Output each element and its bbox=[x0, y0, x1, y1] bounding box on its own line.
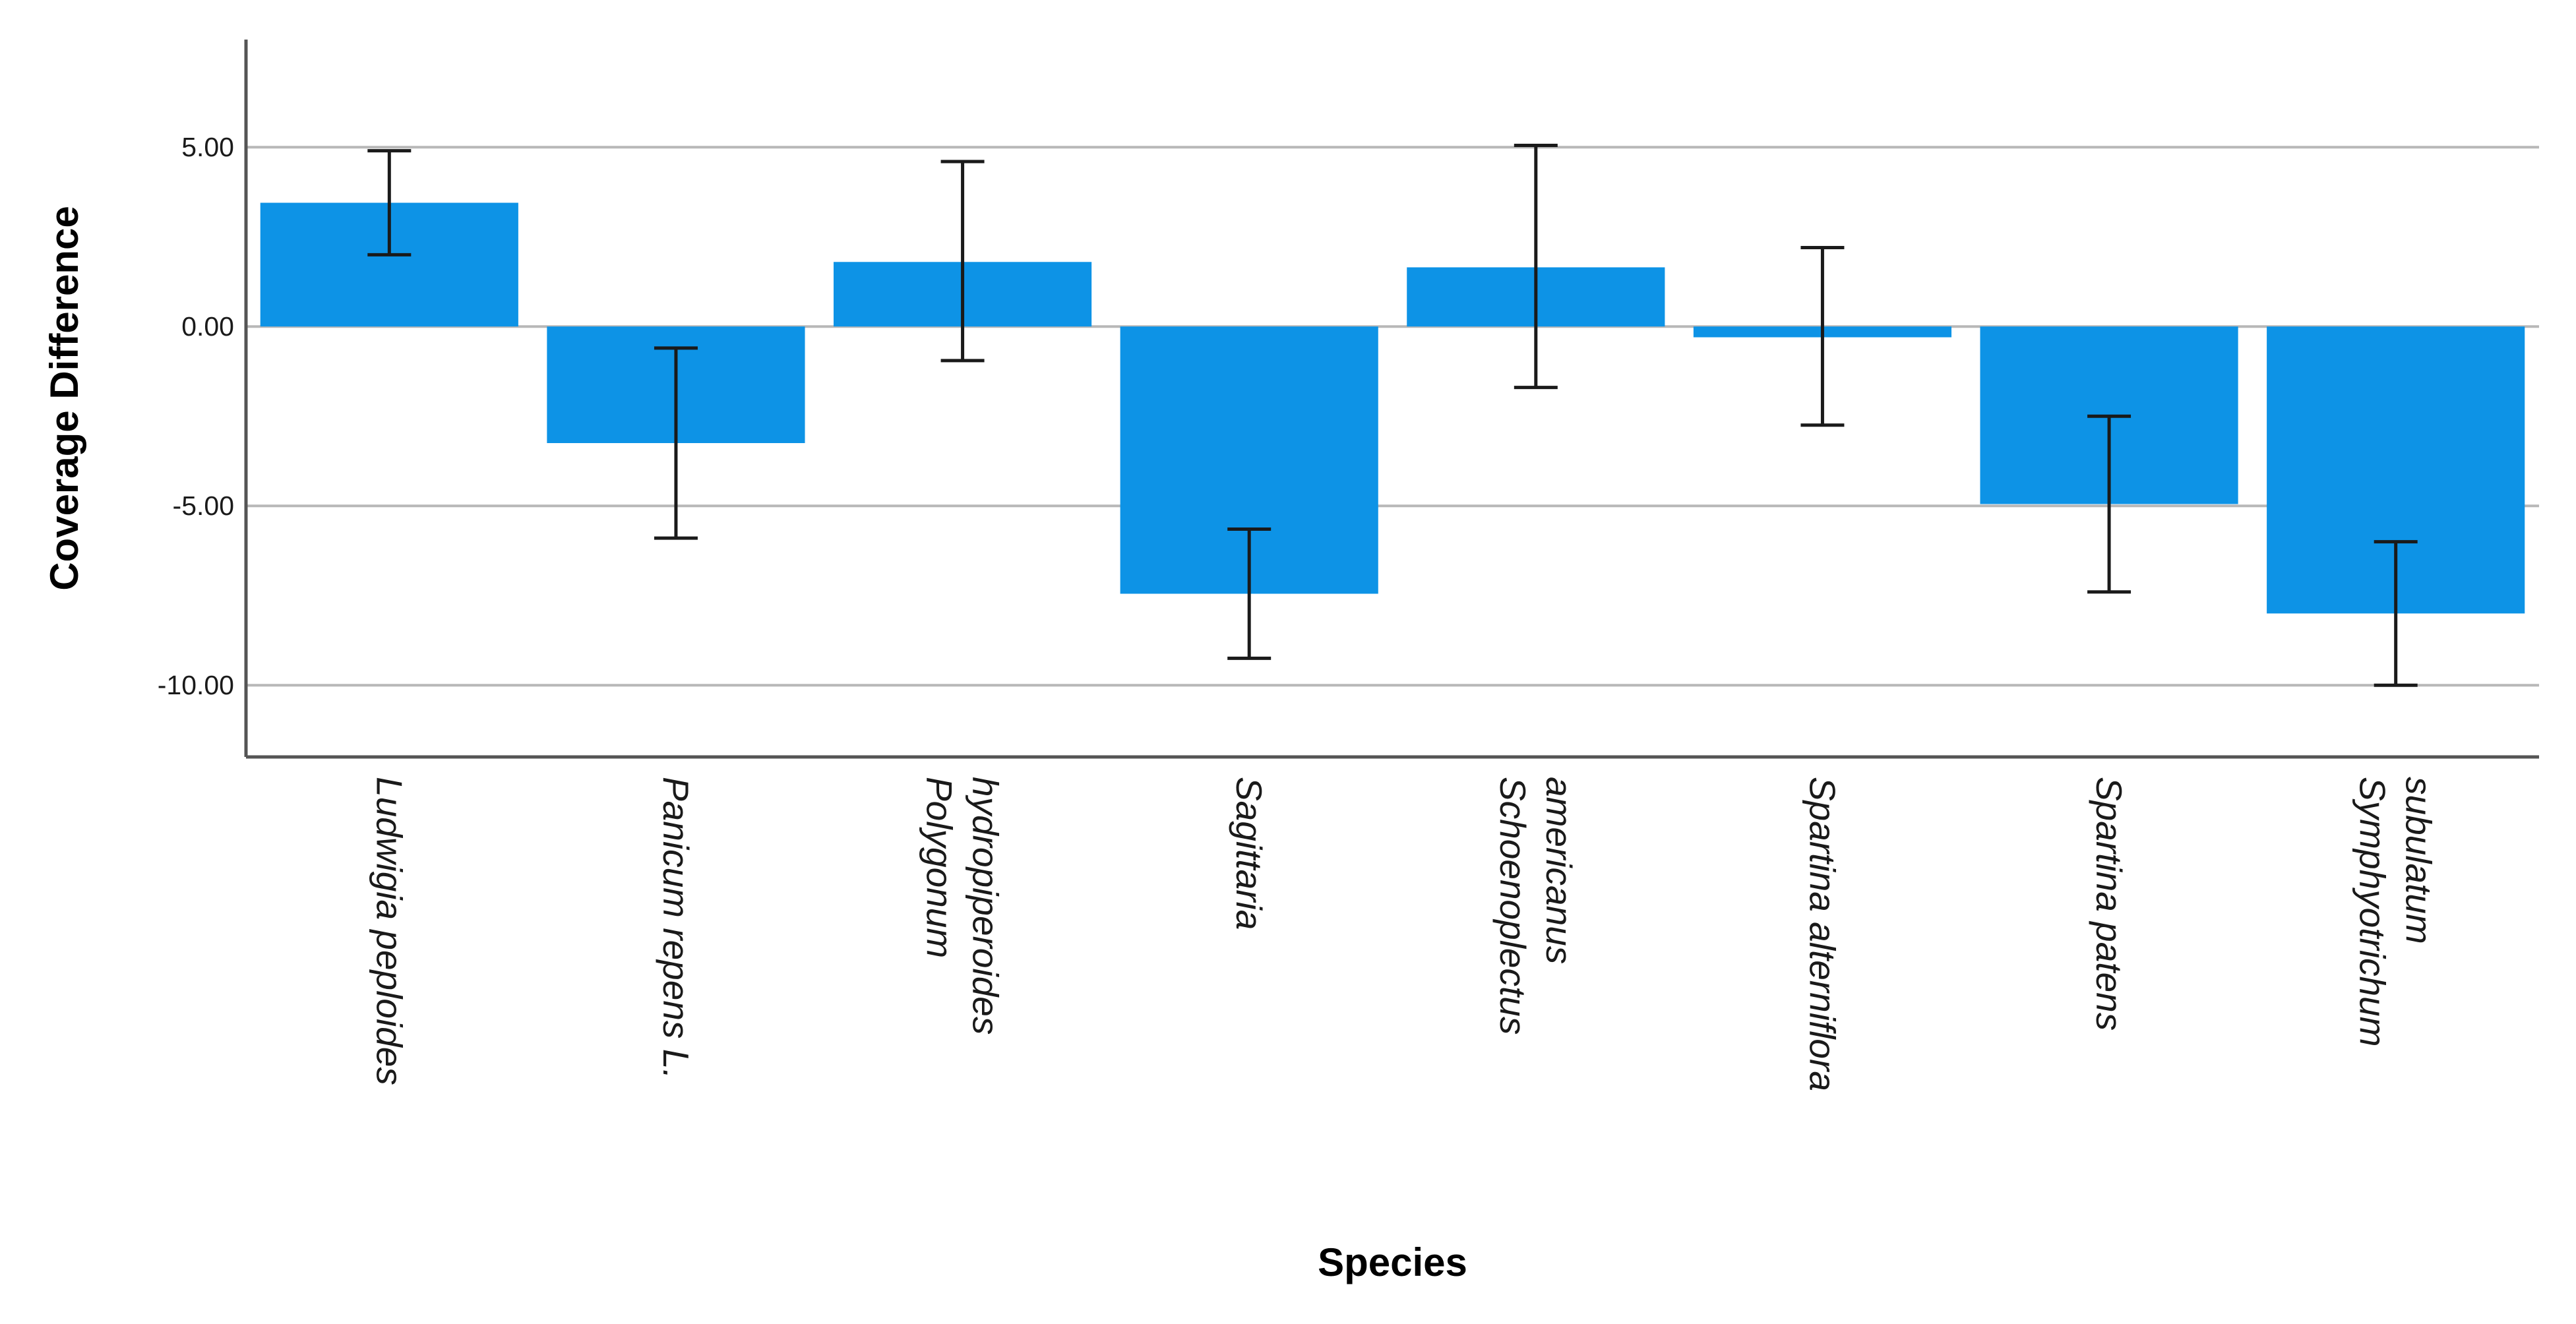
y-tick-label: 5.00 bbox=[181, 132, 234, 162]
x-tick-label-line: Polygonum bbox=[919, 777, 960, 958]
x-tick-label: Spartina alterniflora bbox=[1802, 777, 1843, 1091]
y-tick-label: 0.00 bbox=[181, 311, 234, 342]
x-tick-label-line: hydropiperoides bbox=[966, 777, 1006, 1035]
category-labels: Ludwigia peploides Panicum repens L. Polyg… bbox=[369, 777, 2439, 1091]
y-tick-label: -10.00 bbox=[158, 670, 234, 700]
error-bar bbox=[1514, 143, 1558, 390]
bars bbox=[260, 202, 2525, 614]
error-bar bbox=[2087, 414, 2131, 594]
x-tick-label: Sagittaria bbox=[1229, 777, 1270, 930]
x-tick-label-line: Spartina alterniflora bbox=[1802, 777, 1843, 1091]
error-bar bbox=[940, 160, 985, 363]
error-bar bbox=[1800, 246, 1845, 427]
x-tick-label-line: americanus bbox=[1539, 777, 1579, 964]
x-axis-title: Species bbox=[1318, 1240, 1467, 1284]
x-tick-label-line: Symphyotrichum bbox=[2352, 777, 2393, 1047]
axes bbox=[244, 40, 2539, 759]
x-tick-label-line: Panicum repens L. bbox=[656, 777, 696, 1079]
x-tick-label: Ludwigia peploides bbox=[369, 777, 410, 1085]
error-bar bbox=[367, 149, 412, 256]
x-tick-label: Panicum repens L. bbox=[656, 777, 696, 1079]
y-tick-labels: 5.00 0.00 -5.00 -10.00 bbox=[158, 132, 234, 700]
x-tick-label: Symphyotrichum subulatum bbox=[2352, 777, 2439, 1047]
y-tick-label: -5.00 bbox=[173, 491, 234, 521]
x-tick-label-line: Schoenoplectus bbox=[1492, 777, 1533, 1035]
x-tick-label-line: subulatum bbox=[2399, 777, 2439, 944]
error-bars bbox=[367, 143, 2418, 687]
x-tick-label-line: Sagittaria bbox=[1229, 777, 1270, 930]
x-tick-label: Spartina patens bbox=[2089, 777, 2130, 1031]
x-tick-label-line: Ludwigia peploides bbox=[369, 777, 410, 1085]
x-tick-label: Polygonum hydropiperoides bbox=[919, 777, 1006, 1035]
error-bar bbox=[2374, 540, 2418, 687]
x-tick-label: Schoenoplectus americanus bbox=[1492, 777, 1579, 1035]
error-bar bbox=[654, 346, 698, 540]
y-axis-title: Coverage Difference bbox=[42, 206, 86, 591]
x-tick-label-line: Spartina patens bbox=[2089, 777, 2130, 1031]
error-bar bbox=[1227, 527, 1272, 660]
